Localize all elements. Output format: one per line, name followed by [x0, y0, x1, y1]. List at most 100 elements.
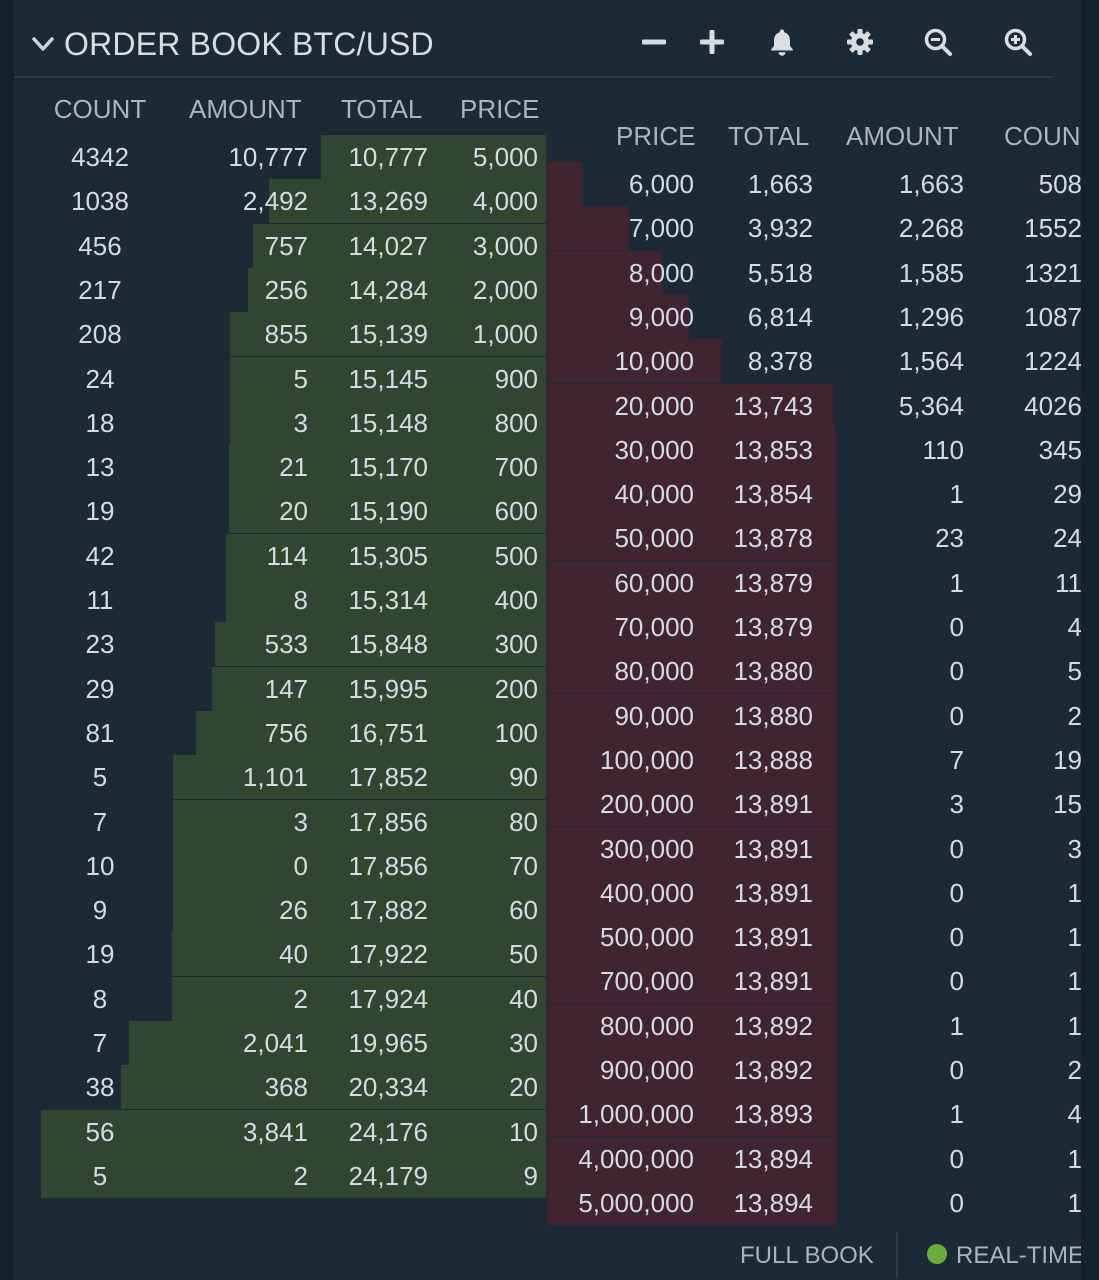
bid-row[interactable]: 10 0 17,856 70 [14, 843, 554, 888]
bid-depth-bar [253, 223, 546, 268]
bid-total-cell: 14,284 [348, 274, 428, 305]
bid-row[interactable]: 19 40 17,922 50 [14, 932, 554, 977]
alerts-button[interactable] [764, 24, 800, 60]
ask-total-cell: 13,878 [733, 523, 813, 554]
bid-total-cell: 15,995 [348, 673, 428, 704]
ask-row[interactable]: 800,000 13,892 1 1 [547, 1003, 1081, 1048]
bid-row[interactable]: 5 2 24,179 9 [14, 1153, 554, 1198]
full-book-link[interactable]: FULL BOOK [740, 1242, 874, 1269]
bid-row[interactable]: 456 757 14,027 3,000 [14, 223, 554, 268]
bid-row[interactable]: 42 114 15,305 500 [14, 533, 554, 578]
bid-row[interactable]: 56 3,841 24,176 10 [14, 1109, 554, 1154]
bid-total-cell: 17,856 [348, 806, 428, 837]
ask-row[interactable]: 10,000 8,378 1,564 1224 [547, 339, 1081, 384]
ask-row[interactable]: 400,000 13,891 0 1 [547, 870, 1081, 915]
ask-price-cell: 10,000 [614, 346, 694, 377]
bid-total-cell: 24,179 [348, 1160, 428, 1191]
page-title: ORDER BOOK BTC/USD [64, 26, 434, 63]
bid-price-cell: 600 [494, 496, 538, 527]
bid-row[interactable]: 29 147 15,995 200 [14, 666, 554, 711]
bid-count-cell: 456 [78, 230, 122, 261]
decrease-precision-button[interactable] [636, 24, 672, 60]
bid-row[interactable]: 19 20 15,190 600 [14, 489, 554, 534]
bid-count-cell: 42 [85, 540, 115, 571]
ask-price-cell: 300,000 [600, 833, 694, 864]
ask-amount-cell: 1,296 [898, 301, 964, 332]
ask-row[interactable]: 30,000 13,853 110 345 [547, 427, 1081, 472]
bid-row[interactable]: 8 2 17,924 40 [14, 976, 554, 1021]
bid-row[interactable]: 7 2,041 19,965 30 [14, 1021, 554, 1065]
bid-row[interactable]: 38 368 20,334 20 [14, 1065, 554, 1110]
ask-row[interactable]: 8,000 5,518 1,585 1321 [547, 250, 1081, 295]
bid-row[interactable]: 23 533 15,848 300 [14, 622, 554, 667]
ask-row[interactable]: 1,000,000 13,893 1 4 [547, 1092, 1081, 1137]
ask-row[interactable]: 500,000 13,891 0 1 [547, 915, 1081, 960]
zoom-out-button[interactable] [920, 24, 956, 60]
ask-price-cell: 900,000 [600, 1055, 694, 1085]
ask-count-cell: 1 [1067, 922, 1081, 953]
bid-depth-bar [230, 356, 546, 401]
ask-row[interactable]: 4,000,000 13,894 0 1 [547, 1136, 1081, 1181]
bid-total-cell: 17,922 [348, 939, 428, 970]
bid-total-cell: 15,190 [348, 496, 428, 527]
ask-total-cell: 13,893 [733, 1099, 813, 1130]
ask-row[interactable]: 50,000 13,878 23 24 [547, 516, 1081, 561]
bid-row[interactable]: 24 5 15,145 900 [14, 356, 554, 401]
bid-row[interactable]: 7 3 17,856 80 [14, 799, 554, 844]
ask-depth-bar [547, 649, 837, 694]
ask-count-cell: 1224 [1024, 346, 1081, 377]
bid-price-cell: 4,000 [472, 186, 538, 217]
title-toggle[interactable]: ORDER BOOK BTC/USD [30, 22, 434, 66]
ask-row[interactable]: 7,000 3,932 2,268 1552 [547, 206, 1081, 251]
increase-precision-button[interactable] [694, 24, 730, 60]
ask-row[interactable]: 80,000 13,880 0 5 [547, 649, 1081, 694]
bid-row[interactable]: 13 21 15,170 700 [14, 445, 554, 490]
ask-row[interactable]: 40,000 13,854 1 29 [547, 472, 1081, 517]
bid-row[interactable]: 208 855 15,139 1,000 [14, 312, 554, 357]
ask-row[interactable]: 6,000 1,663 1,663 508 [547, 162, 1081, 206]
bid-depth-bar [226, 578, 546, 622]
ask-amount-cell: 5,364 [898, 390, 964, 421]
ask-price-cell: 9,000 [628, 301, 694, 332]
ask-count-cell: 19 [1053, 744, 1081, 775]
ask-row[interactable]: 9,000 6,814 1,296 1087 [547, 294, 1081, 339]
bid-row[interactable]: 18 3 15,148 800 [14, 400, 554, 445]
bid-price-cell: 40 [509, 983, 538, 1014]
zoom-in-icon [1004, 28, 1032, 56]
bid-amount-cell: 2,041 [242, 1028, 308, 1058]
chevron-down-icon[interactable] [30, 31, 56, 57]
ask-row[interactable]: 20,000 13,743 5,364 4026 [547, 383, 1081, 428]
ask-depth-bar [547, 693, 837, 738]
ask-price-cell: 70,000 [614, 612, 694, 642]
bid-total-cell: 15,305 [348, 540, 428, 571]
ask-row[interactable]: 60,000 13,879 1 11 [547, 560, 1081, 605]
bid-amount-cell: 2 [293, 983, 308, 1014]
bid-total-cell: 19,965 [348, 1028, 428, 1058]
bid-row[interactable]: 81 756 16,751 100 [14, 710, 554, 755]
ask-row[interactable]: 5,000,000 13,894 0 1 [547, 1180, 1081, 1225]
bid-total-cell: 17,924 [348, 983, 428, 1014]
ask-row[interactable]: 300,000 13,891 0 3 [547, 826, 1081, 871]
ask-row[interactable]: 90,000 13,880 0 2 [547, 693, 1081, 738]
bid-depth-bar [226, 533, 546, 578]
bid-row[interactable]: 5 1,101 17,852 90 [14, 755, 554, 800]
bid-count-cell: 56 [85, 1116, 115, 1147]
realtime-label[interactable]: REAL-TIME [956, 1242, 1081, 1269]
zoom-in-button[interactable] [1000, 24, 1036, 60]
bid-row[interactable]: 1038 2,492 13,269 4,000 [14, 179, 554, 224]
ask-row[interactable]: 200,000 13,891 3 15 [547, 782, 1081, 827]
bid-price-cell: 900 [494, 363, 538, 394]
settings-button[interactable] [842, 24, 878, 60]
ask-row[interactable]: 900,000 13,892 0 2 [547, 1048, 1081, 1092]
bid-count-cell: 13 [85, 452, 115, 483]
bid-price-cell: 80 [509, 806, 538, 837]
bid-row[interactable]: 217 256 14,284 2,000 [14, 267, 554, 312]
bid-row[interactable]: 9 26 17,882 60 [14, 888, 554, 933]
ask-row[interactable]: 700,000 13,891 0 1 [547, 959, 1081, 1004]
ask-row[interactable]: 100,000 13,888 7 19 [547, 737, 1081, 782]
ask-row[interactable]: 70,000 13,879 0 4 [547, 605, 1081, 649]
bid-count-cell: 19 [85, 939, 115, 970]
bid-row[interactable]: 11 8 15,314 400 [14, 578, 554, 622]
bid-row[interactable]: 4342 10,777 10,777 5,000 [14, 135, 554, 179]
ask-total-cell: 13,888 [733, 744, 813, 775]
